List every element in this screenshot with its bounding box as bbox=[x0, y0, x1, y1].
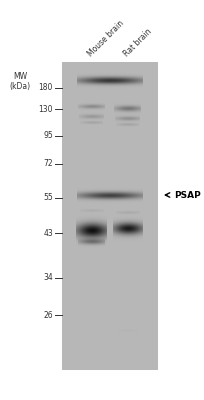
Text: 72: 72 bbox=[43, 160, 53, 168]
Text: Mouse brain: Mouse brain bbox=[86, 18, 125, 58]
Text: MW
(kDa): MW (kDa) bbox=[9, 72, 31, 91]
Text: 95: 95 bbox=[43, 132, 53, 140]
Text: PSAP: PSAP bbox=[174, 190, 201, 200]
Text: 26: 26 bbox=[43, 310, 53, 320]
Text: 34: 34 bbox=[43, 274, 53, 282]
Text: 43: 43 bbox=[43, 228, 53, 238]
Text: 55: 55 bbox=[43, 194, 53, 202]
Text: Rat brain: Rat brain bbox=[122, 26, 153, 58]
Text: 180: 180 bbox=[39, 84, 53, 92]
Text: 130: 130 bbox=[39, 104, 53, 114]
